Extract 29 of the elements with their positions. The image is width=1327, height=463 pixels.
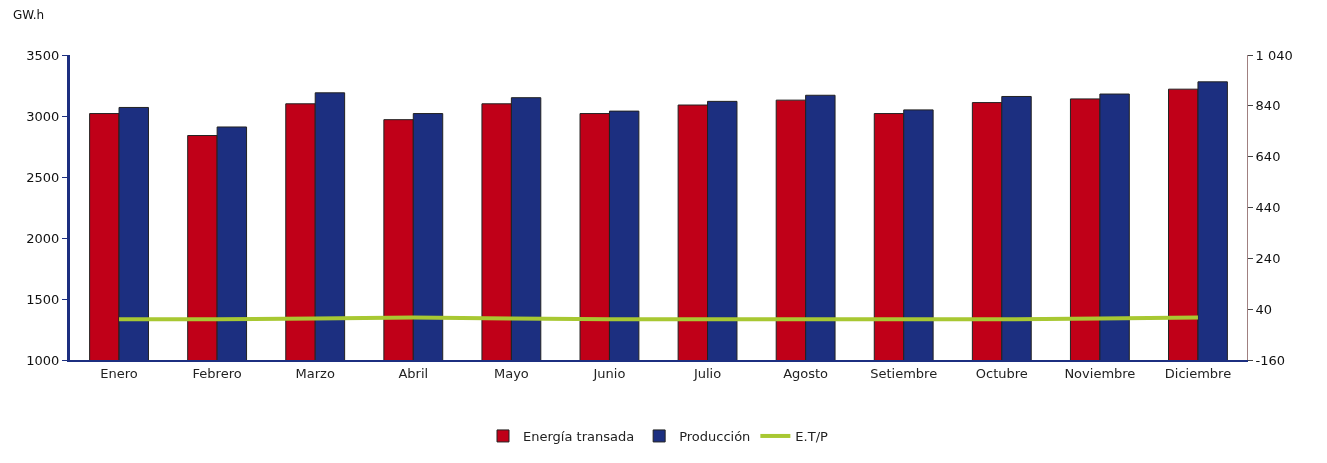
x-tick-label: Febrero xyxy=(192,365,242,381)
y-tick-label: 1000 xyxy=(26,352,60,368)
x-tick-label: Octubre xyxy=(975,365,1028,381)
y2-tick-label: 240 xyxy=(1255,250,1281,266)
y2-tick-label: 640 xyxy=(1255,149,1281,165)
y-tick-label: 2000 xyxy=(26,230,60,246)
y-tick-label: 2500 xyxy=(26,169,60,185)
y-tick-label: 1500 xyxy=(26,291,60,307)
y2-tick-label: 1 040 xyxy=(1255,47,1293,63)
x-tick-label: Mayo xyxy=(493,365,529,381)
x-tick-label: Setiembre xyxy=(870,365,938,381)
x-tick-label: Enero xyxy=(100,365,138,381)
y2-tick-label: 840 xyxy=(1255,98,1281,114)
x-tick-label: Junio xyxy=(592,365,626,381)
y2-tick-label: 40 xyxy=(1255,301,1273,317)
y-axis-title: GW.h xyxy=(13,8,45,22)
legend-label: Producción xyxy=(679,429,751,445)
x-tick-label: Noviembre xyxy=(1064,365,1136,381)
y-tick-label: 3000 xyxy=(26,108,60,124)
legend-label: E.T/P xyxy=(795,429,829,445)
x-tick-label: Agosto xyxy=(783,365,829,381)
x-tick-label: Abril xyxy=(398,365,429,381)
x-tick-label: Diciembre xyxy=(1164,365,1232,381)
y2-tick-label: 440 xyxy=(1255,200,1281,216)
y2-tick-label: -160 xyxy=(1255,352,1286,368)
legend-label: Energía transada xyxy=(523,429,635,445)
x-tick-label: Julio xyxy=(692,365,722,381)
x-tick-label: Marzo xyxy=(295,365,335,381)
y-tick-label: 3500 xyxy=(26,47,60,63)
